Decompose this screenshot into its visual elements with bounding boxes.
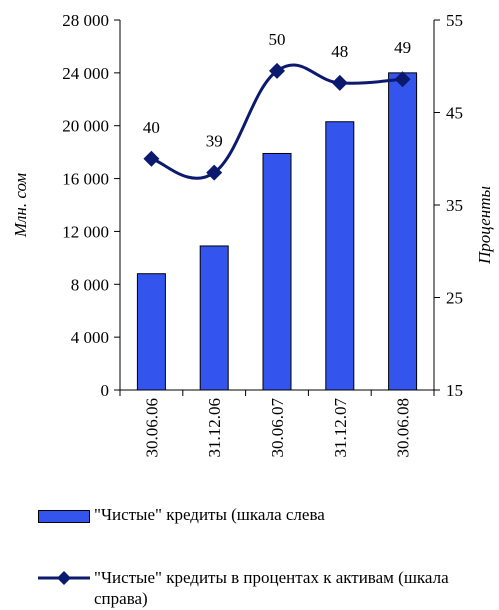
line-data-label: 50 xyxy=(269,30,286,49)
x-axis-tick-label: 30.06.06 xyxy=(142,398,161,458)
legend-label-line: "Чистые" кредиты в процентах к активам (… xyxy=(94,568,449,608)
bar xyxy=(325,121,355,391)
line-marker xyxy=(143,150,160,167)
plot-area: 0 4 000 8 000 12 000 16 000 20 000 24 000 28 00… xyxy=(11,11,494,458)
left-axis-label: Млн. сом xyxy=(11,173,30,238)
bar xyxy=(136,273,166,391)
line-marker xyxy=(269,62,285,79)
left-axis-tick-label: 4 000 xyxy=(71,328,109,347)
x-axis-tick-label: 30.06.08 xyxy=(394,398,413,458)
x-axis-tick-label: 31.12.07 xyxy=(331,398,350,458)
bar xyxy=(262,152,292,391)
line-data-label: 49 xyxy=(394,38,411,57)
right-axis-tick-label: 15 xyxy=(446,381,463,400)
line-marker xyxy=(331,74,348,91)
left-axis-tick-label: 20 000 xyxy=(62,117,109,136)
line-marker xyxy=(394,71,411,88)
legend-swatch-line xyxy=(38,571,90,585)
line-marker xyxy=(206,164,223,181)
bar xyxy=(199,245,229,391)
left-axis-tick-label: 0 xyxy=(101,381,110,400)
right-axis-tick-label: 55 xyxy=(446,11,463,30)
bar xyxy=(388,72,418,391)
left-axis-tick-label: 24 000 xyxy=(62,64,109,83)
right-axis-tick-label: 35 xyxy=(446,196,463,215)
line-series xyxy=(150,63,403,180)
left-axis-tick-label: 12 000 xyxy=(62,222,109,241)
right-axis-tick-label: 25 xyxy=(446,289,463,308)
line-data-label: 48 xyxy=(331,42,348,61)
legend-label-bar: "Чистые" кредиты (шкала слева xyxy=(94,505,325,524)
right-axis-label: Проценты xyxy=(475,186,494,265)
line-data-label: 39 xyxy=(206,132,223,151)
legend-swatch-bar xyxy=(38,510,90,523)
right-axis-tick-label: 45 xyxy=(446,104,463,123)
left-axis-tick-label: 28 000 xyxy=(62,11,109,30)
x-axis-tick-label: 31.12.06 xyxy=(205,398,224,458)
x-axis-tick-label: 30.06.07 xyxy=(268,398,287,458)
left-axis-tick-label: 8 000 xyxy=(71,275,109,294)
line-data-label: 40 xyxy=(143,118,160,137)
left-axis-tick-label: 16 000 xyxy=(62,170,109,189)
